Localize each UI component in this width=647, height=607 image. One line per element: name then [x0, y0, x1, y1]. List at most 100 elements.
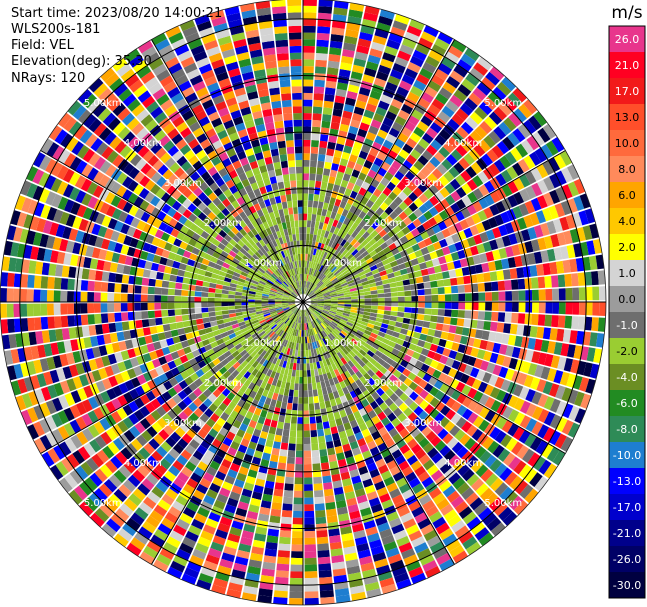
ppi-bin — [315, 256, 320, 264]
ppi-bin — [226, 269, 235, 276]
ppi-bin — [60, 290, 68, 302]
ppi-bin — [345, 407, 353, 416]
ppi-bin — [269, 348, 276, 356]
ppi-bin — [199, 477, 212, 489]
ppi-bin — [571, 316, 579, 330]
ppi-bin — [208, 311, 216, 317]
ppi-bin — [324, 379, 331, 388]
ppi-bin — [355, 193, 364, 202]
ppi-bin — [349, 340, 357, 348]
ppi-bin — [239, 384, 248, 394]
ppi-bin — [254, 302, 262, 305]
ppi-bin — [317, 368, 323, 376]
ppi-bin — [285, 476, 294, 485]
ppi-bin — [173, 383, 183, 394]
ppi-bin — [328, 217, 335, 226]
ppi-bin — [239, 376, 248, 385]
ppi-bin — [434, 330, 442, 338]
ppi-bin — [479, 231, 489, 243]
ppi-bin — [252, 254, 260, 261]
ppi-bin — [209, 460, 221, 471]
ppi-bin — [312, 456, 320, 464]
ppi-bin — [264, 480, 275, 489]
ppi-bin — [65, 240, 75, 253]
ppi-bin — [289, 304, 296, 308]
ppi-bin — [460, 207, 471, 219]
ppi-bin — [303, 213, 308, 221]
ppi-bin — [362, 231, 370, 240]
ppi-bin — [242, 255, 250, 262]
ppi-bin — [364, 353, 372, 361]
ppi-bin — [461, 183, 473, 195]
ppi-bin — [389, 315, 397, 322]
ppi-bin — [167, 235, 176, 245]
ppi-bin — [85, 348, 95, 360]
ppi-bin — [293, 126, 302, 134]
ppi-bin — [286, 221, 291, 229]
ppi-bin — [273, 281, 281, 287]
ppi-bin — [473, 234, 483, 245]
ppi-bin — [157, 264, 166, 273]
ppi-bin — [229, 283, 237, 288]
ppi-bin — [247, 469, 258, 479]
ppi-bin — [388, 104, 400, 116]
ppi-bin — [398, 165, 409, 176]
ppi-bin — [147, 155, 159, 167]
ppi-bin — [328, 313, 335, 318]
ppi-bin — [448, 166, 460, 178]
ppi-bin — [301, 287, 303, 294]
ppi-bin — [202, 472, 215, 483]
ppi-bin — [89, 258, 99, 270]
ppi-bin — [181, 290, 189, 296]
ppi-bin — [235, 390, 244, 399]
ppi-bin — [339, 519, 351, 529]
ppi-bin — [389, 260, 398, 268]
ppi-bin — [279, 338, 285, 345]
ppi-bin — [321, 311, 328, 316]
ppi-bin — [367, 369, 375, 378]
ppi-bin — [27, 274, 35, 288]
ppi-bin — [281, 299, 289, 302]
ppi-bin — [175, 138, 187, 150]
ppi-bin — [296, 443, 303, 451]
ppi-bin — [370, 365, 379, 374]
ppi-bin — [67, 303, 75, 315]
ppi-bin — [147, 379, 157, 390]
ppi-bin — [346, 343, 354, 350]
ppi-bin — [299, 233, 303, 241]
ppi-bin — [351, 248, 359, 256]
ppi-bin — [365, 526, 378, 536]
ppi-bin — [398, 263, 407, 270]
ppi-bin — [348, 316, 356, 322]
ppi-bin — [436, 316, 445, 324]
ppi-bin — [398, 296, 405, 302]
ppi-bin — [410, 85, 424, 97]
ppi-bin — [292, 291, 298, 297]
ppi-bin — [383, 349, 392, 357]
ppi-bin — [277, 550, 290, 558]
ppi-bin — [425, 260, 434, 268]
ppi-bin — [299, 377, 303, 384]
ppi-bin — [522, 266, 531, 278]
ppi-bin — [305, 253, 308, 261]
ppi-bin — [255, 443, 265, 453]
ppi-bin — [333, 317, 340, 323]
ppi-bin — [435, 323, 444, 331]
ppi-bin — [193, 466, 206, 478]
ppi-bin — [312, 113, 322, 121]
ppi-bin — [193, 397, 203, 408]
ppi-bin — [448, 454, 461, 467]
ppi-bin — [231, 386, 240, 396]
ppi-bin — [293, 342, 297, 350]
ppi-bin — [177, 328, 186, 336]
ppi-bin — [230, 209, 239, 218]
ppi-bin — [315, 180, 322, 188]
ppi-bin — [147, 310, 155, 319]
ppi-bin — [402, 241, 412, 250]
ppi-bin — [153, 341, 162, 351]
ppi-bin — [271, 203, 278, 212]
ppi-bin — [239, 368, 248, 376]
ppi-bin — [293, 112, 302, 120]
ppi-bin — [375, 458, 386, 469]
ppi-bin — [228, 332, 237, 340]
